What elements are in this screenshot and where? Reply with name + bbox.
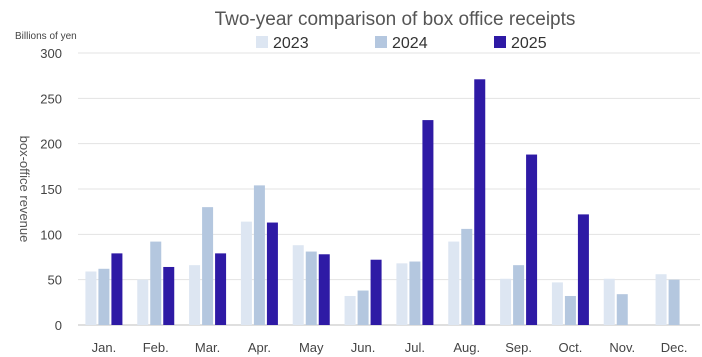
x-tick-label: Oct.: [558, 340, 582, 355]
chart-title: Two-year comparison of box office receip…: [215, 9, 576, 30]
legend-label: 2025: [511, 35, 547, 52]
y-tick-label: 300: [40, 46, 62, 61]
x-tick-label: Feb.: [143, 340, 169, 355]
y-tick-label: 0: [55, 318, 62, 333]
bar: [616, 294, 628, 325]
bars: [85, 79, 680, 326]
bar: [603, 278, 615, 325]
bar: [344, 295, 356, 325]
bar: [292, 245, 304, 325]
gridlines: [78, 52, 700, 326]
x-tick-label: Jan.: [92, 340, 117, 355]
bar: [85, 271, 97, 325]
y-tick-label: 150: [40, 182, 62, 197]
y-tick-label: 50: [48, 273, 62, 288]
bar: [461, 228, 473, 325]
bar: [396, 263, 408, 325]
legend: 2023 2024 2025: [256, 35, 547, 52]
x-tick-label: May: [299, 340, 324, 355]
bar: [513, 265, 525, 325]
legend-swatch: [494, 36, 506, 48]
bar: [111, 253, 123, 325]
x-tick-label: Aug.: [453, 340, 480, 355]
y-axis-ticks: 0 50 100 150 200 250 300: [40, 46, 62, 333]
bar: [500, 278, 512, 325]
bar: [215, 253, 227, 325]
bar: [564, 295, 576, 325]
y-tick-label: 100: [40, 227, 62, 242]
bar: [98, 268, 110, 325]
y-axis-label: box-office revenue: [17, 136, 32, 243]
legend-label: 2024: [392, 35, 428, 52]
bar: [253, 185, 265, 325]
bar: [370, 259, 382, 325]
bar: [163, 266, 175, 325]
bar: [266, 222, 278, 325]
bar: [655, 274, 667, 325]
bar: [202, 207, 214, 325]
x-axis-ticks: Jan. Feb. Mar. Apr. May Jun. Jul. Aug. Sep. Oct. N…: [92, 340, 688, 355]
y-tick-label: 200: [40, 137, 62, 152]
bar: [318, 254, 330, 325]
x-tick-label: Dec.: [661, 340, 688, 355]
bar: [409, 261, 421, 325]
legend-label: 2023: [273, 35, 309, 52]
bar: [668, 279, 680, 325]
x-tick-label: Nov.: [609, 340, 635, 355]
bar: [240, 221, 252, 325]
bar: [422, 120, 434, 326]
bar: [577, 214, 589, 325]
legend-swatch: [256, 36, 268, 48]
bar: [189, 265, 201, 325]
bar: [474, 79, 486, 325]
unit-label: Billions of yen: [15, 31, 77, 42]
bar: [526, 154, 538, 325]
x-tick-label: Jun.: [351, 340, 376, 355]
legend-swatch: [375, 36, 387, 48]
y-tick-label: 250: [40, 91, 62, 106]
x-tick-label: Apr.: [248, 340, 271, 355]
bar: [551, 282, 563, 325]
bar: [137, 279, 149, 325]
x-tick-label: Mar.: [195, 340, 220, 355]
bar: [448, 241, 460, 325]
bar: [150, 241, 162, 325]
x-tick-label: Sep.: [505, 340, 532, 355]
bar: [305, 251, 317, 325]
bar: [357, 290, 369, 325]
x-tick-label: Jul.: [405, 340, 425, 355]
